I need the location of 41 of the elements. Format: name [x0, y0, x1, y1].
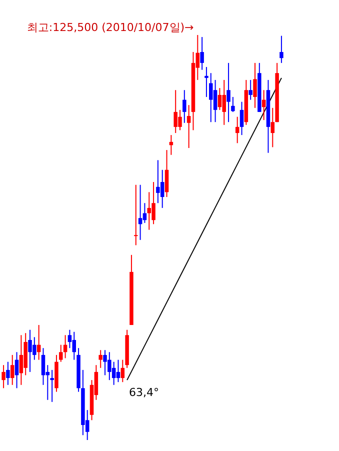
candlestick	[72, 331, 76, 360]
candlestick	[19, 334, 24, 386]
candlestick	[41, 348, 46, 386]
candlestick	[10, 354, 14, 386]
candlestick	[156, 160, 160, 204]
candlestick	[120, 359, 125, 383]
candlestick	[116, 359, 120, 383]
candlestick	[200, 36, 204, 70]
candlestick	[6, 361, 10, 386]
candlestick	[164, 150, 169, 198]
text: 최고:125,500 (2010/10/07일)→	[26, 21, 194, 34]
candlestick	[112, 361, 116, 386]
candlestick	[142, 202, 147, 224]
candlestick	[138, 184, 142, 240]
annotation: 63,4°	[129, 386, 160, 400]
candlestick	[270, 107, 275, 148]
candlestick	[50, 369, 54, 402]
candlestick	[134, 184, 138, 246]
candlestick	[204, 66, 208, 98]
candlestick	[248, 79, 252, 100]
candlestick	[182, 90, 186, 124]
candlestick	[209, 72, 213, 123]
candlestick	[226, 62, 230, 123]
candlestick	[280, 35, 284, 64]
candlestick	[36, 324, 41, 360]
candlestick	[59, 344, 63, 362]
candlestick	[160, 169, 164, 208]
candlestick	[186, 104, 191, 148]
candlestick	[231, 96, 235, 112]
candlestick	[262, 90, 266, 121]
candlestick	[222, 79, 226, 126]
candlestick	[213, 79, 218, 123]
candlestick	[235, 116, 240, 144]
candlestick	[63, 334, 68, 359]
candlestick	[253, 62, 257, 108]
candlestick	[218, 88, 222, 110]
candlestick	[98, 350, 102, 368]
candlestick	[240, 101, 244, 136]
candlestick	[68, 329, 72, 349]
candlestick	[2, 364, 6, 389]
candlestick	[14, 352, 19, 389]
